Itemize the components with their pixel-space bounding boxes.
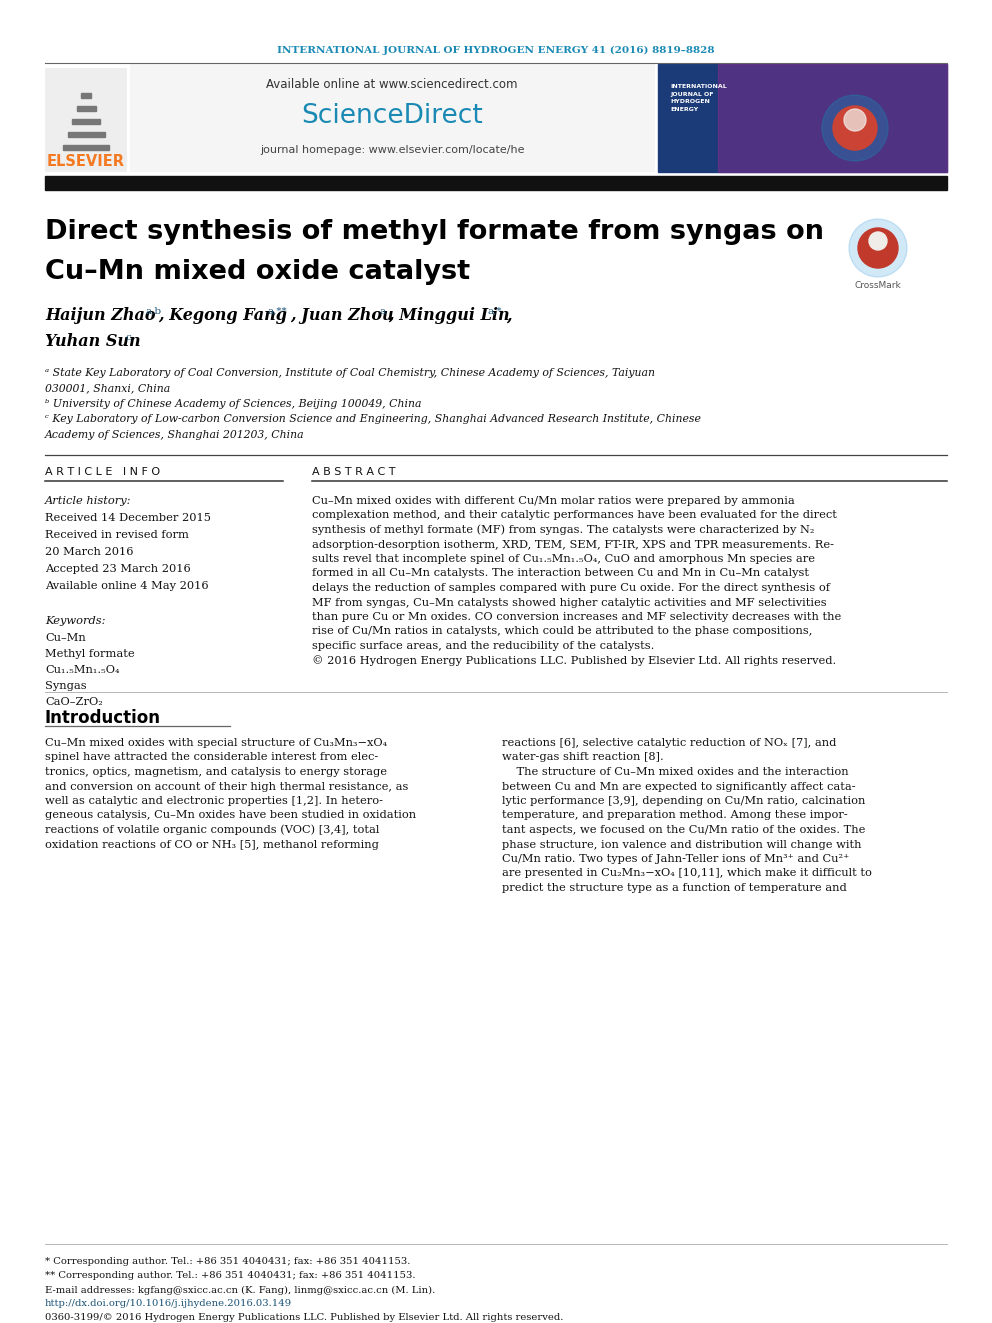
Text: CrossMark: CrossMark — [855, 280, 902, 290]
Text: , Juan Zhou: , Juan Zhou — [290, 307, 394, 324]
Text: 20 March 2016: 20 March 2016 — [45, 546, 134, 557]
Bar — [72, 119, 100, 124]
Text: Cu–Mn mixed oxides with special structure of Cu₃Mn₃−xO₄: Cu–Mn mixed oxides with special structur… — [45, 738, 387, 747]
Text: Syngas: Syngas — [45, 681, 86, 691]
Text: ScienceDirect: ScienceDirect — [302, 103, 483, 130]
Text: synthesis of methyl formate (MF) from syngas. The catalysts were characterized b: synthesis of methyl formate (MF) from sy… — [312, 525, 814, 536]
Text: Available online at www.sciencedirect.com: Available online at www.sciencedirect.co… — [266, 78, 518, 90]
Text: reactions of volatile organic compounds (VOC) [3,4], total: reactions of volatile organic compounds … — [45, 824, 379, 835]
Text: © 2016 Hydrogen Energy Publications LLC. Published by Elsevier Ltd. All rights r: © 2016 Hydrogen Energy Publications LLC.… — [312, 655, 836, 665]
Bar — [658, 64, 947, 172]
Text: between Cu and Mn are expected to significantly affect cata-: between Cu and Mn are expected to signif… — [502, 782, 856, 791]
Text: , Minggui Lin: , Minggui Lin — [388, 307, 510, 324]
Circle shape — [858, 228, 898, 269]
Circle shape — [833, 106, 877, 149]
Text: http://dx.doi.org/10.1016/j.ijhydene.2016.03.149: http://dx.doi.org/10.1016/j.ijhydene.201… — [45, 1299, 292, 1308]
Text: oxidation reactions of CO or NH₃ [5], methanol reforming: oxidation reactions of CO or NH₃ [5], me… — [45, 840, 379, 849]
Bar — [67, 132, 104, 138]
Text: 0360-3199/© 2016 Hydrogen Energy Publications LLC. Published by Elsevier Ltd. Al: 0360-3199/© 2016 Hydrogen Energy Publica… — [45, 1314, 563, 1323]
Text: ᶜ Key Laboratory of Low-carbon Conversion Science and Engineering, Shanghai Adva: ᶜ Key Laboratory of Low-carbon Conversio… — [45, 414, 701, 425]
Circle shape — [844, 108, 866, 131]
Bar — [130, 64, 655, 172]
Text: well as catalytic and electronic properties [1,2]. In hetero-: well as catalytic and electronic propert… — [45, 796, 383, 806]
Bar — [718, 64, 947, 172]
Text: ᵇ University of Chinese Academy of Sciences, Beijing 100049, China: ᵇ University of Chinese Academy of Scien… — [45, 400, 422, 409]
Text: INTERNATIONAL
JOURNAL OF
HYDROGEN
ENERGY: INTERNATIONAL JOURNAL OF HYDROGEN ENERGY — [670, 85, 727, 111]
Text: are presented in Cu₂Mn₃−xO₄ [10,11], which make it difficult to: are presented in Cu₂Mn₃−xO₄ [10,11], whi… — [502, 868, 872, 878]
Text: water-gas shift reaction [8].: water-gas shift reaction [8]. — [502, 753, 664, 762]
Text: tant aspects, we focused on the Cu/Mn ratio of the oxides. The: tant aspects, we focused on the Cu/Mn ra… — [502, 826, 865, 835]
Text: Cu₁.₅Mn₁.₅O₄: Cu₁.₅Mn₁.₅O₄ — [45, 665, 119, 675]
Bar — [81, 93, 91, 98]
Text: E-mail addresses: kgfang@sxicc.ac.cn (K. Fang), linmg@sxicc.ac.cn (M. Lin).: E-mail addresses: kgfang@sxicc.ac.cn (K.… — [45, 1286, 435, 1295]
Text: ELSEVIER: ELSEVIER — [47, 155, 125, 169]
Text: tronics, optics, magnetism, and catalysis to energy storage: tronics, optics, magnetism, and catalysi… — [45, 767, 387, 777]
Text: A R T I C L E   I N F O: A R T I C L E I N F O — [45, 467, 160, 478]
Text: Accepted 23 March 2016: Accepted 23 March 2016 — [45, 564, 190, 574]
Text: predict the structure type as a function of temperature and: predict the structure type as a function… — [502, 882, 847, 893]
Text: Direct synthesis of methyl formate from syngas on: Direct synthesis of methyl formate from … — [45, 220, 824, 245]
Text: ,: , — [506, 307, 512, 324]
Text: geneous catalysis, Cu–Mn oxides have been studied in oxidation: geneous catalysis, Cu–Mn oxides have bee… — [45, 811, 416, 820]
Text: delays the reduction of samples compared with pure Cu oxide. For the direct synt: delays the reduction of samples compared… — [312, 583, 830, 593]
Circle shape — [849, 220, 907, 277]
Text: CaO–ZrO₂: CaO–ZrO₂ — [45, 697, 103, 706]
Text: a: a — [379, 307, 385, 315]
Text: a,*: a,* — [488, 307, 503, 315]
Text: spinel have attracted the considerable interest from elec-: spinel have attracted the considerable i… — [45, 753, 378, 762]
Text: Introduction: Introduction — [45, 709, 161, 728]
Text: adsorption-desorption isotherm, XRD, TEM, SEM, FT-IR, XPS and TPR measurements. : adsorption-desorption isotherm, XRD, TEM… — [312, 540, 834, 549]
Text: Cu–Mn mixed oxides with different Cu/Mn molar ratios were prepared by ammonia: Cu–Mn mixed oxides with different Cu/Mn … — [312, 496, 795, 505]
Text: 030001, Shanxi, China: 030001, Shanxi, China — [45, 384, 171, 393]
Text: INTERNATIONAL JOURNAL OF HYDROGEN ENERGY 41 (2016) 8819–8828: INTERNATIONAL JOURNAL OF HYDROGEN ENERGY… — [277, 45, 715, 54]
Text: lytic performance [3,9], depending on Cu/Mn ratio, calcination: lytic performance [3,9], depending on Cu… — [502, 796, 865, 806]
Text: , Kegong Fang: , Kegong Fang — [158, 307, 287, 324]
Bar — [45, 67, 127, 172]
Text: Cu–Mn mixed oxide catalyst: Cu–Mn mixed oxide catalyst — [45, 259, 470, 284]
Text: than pure Cu or Mn oxides. CO conversion increases and MF selectivity decreases : than pure Cu or Mn oxides. CO conversion… — [312, 613, 841, 622]
Bar — [45, 176, 947, 191]
Text: a,**: a,** — [267, 307, 287, 315]
Text: complexation method, and their catalytic performances have been evaluated for th: complexation method, and their catalytic… — [312, 511, 837, 520]
Text: journal homepage: www.elsevier.com/locate/he: journal homepage: www.elsevier.com/locat… — [260, 146, 524, 155]
Text: Academy of Sciences, Shanghai 201203, China: Academy of Sciences, Shanghai 201203, Ch… — [45, 430, 305, 441]
Text: Received in revised form: Received in revised form — [45, 531, 188, 540]
Text: * Corresponding author. Tel.: +86 351 4040431; fax: +86 351 4041153.: * Corresponding author. Tel.: +86 351 40… — [45, 1257, 411, 1266]
Text: ** Corresponding author. Tel.: +86 351 4040431; fax: +86 351 4041153.: ** Corresponding author. Tel.: +86 351 4… — [45, 1271, 416, 1281]
Text: A B S T R A C T: A B S T R A C T — [312, 467, 396, 478]
Text: Available online 4 May 2016: Available online 4 May 2016 — [45, 581, 208, 591]
Text: Cu/Mn ratio. Two types of Jahn-Teller ions of Mn³⁺ and Cu²⁺: Cu/Mn ratio. Two types of Jahn-Teller io… — [502, 855, 849, 864]
Bar — [76, 106, 95, 111]
Circle shape — [869, 232, 887, 250]
Text: The structure of Cu–Mn mixed oxides and the interaction: The structure of Cu–Mn mixed oxides and … — [502, 767, 848, 777]
Text: Received 14 December 2015: Received 14 December 2015 — [45, 513, 211, 523]
Text: and conversion on account of their high thermal resistance, as: and conversion on account of their high … — [45, 782, 409, 791]
Text: rise of Cu/Mn ratios in catalysts, which could be attributed to the phase compos: rise of Cu/Mn ratios in catalysts, which… — [312, 627, 812, 636]
Text: Keywords:: Keywords: — [45, 617, 105, 626]
Text: ᵃ State Key Laboratory of Coal Conversion, Institute of Coal Chemistry, Chinese : ᵃ State Key Laboratory of Coal Conversio… — [45, 368, 655, 378]
Text: a,b: a,b — [146, 307, 162, 315]
Text: phase structure, ion valence and distribution will change with: phase structure, ion valence and distrib… — [502, 840, 861, 849]
Text: formed in all Cu–Mn catalysts. The interaction between Cu and Mn in Cu–Mn cataly: formed in all Cu–Mn catalysts. The inter… — [312, 569, 809, 578]
Text: c: c — [125, 332, 131, 341]
Text: Cu–Mn: Cu–Mn — [45, 632, 85, 643]
Text: reactions [6], selective catalytic reduction of NOₓ [7], and: reactions [6], selective catalytic reduc… — [502, 738, 836, 747]
Text: MF from syngas, Cu–Mn catalysts showed higher catalytic activities and MF select: MF from syngas, Cu–Mn catalysts showed h… — [312, 598, 826, 607]
Text: Haijun Zhao: Haijun Zhao — [45, 307, 156, 324]
Text: sults revel that incomplete spinel of Cu₁.₅Mn₁.₅O₄, CuO and amorphous Mn species: sults revel that incomplete spinel of Cu… — [312, 554, 815, 564]
Circle shape — [822, 95, 888, 161]
Text: temperature, and preparation method. Among these impor-: temperature, and preparation method. Amo… — [502, 811, 848, 820]
Bar — [63, 146, 109, 149]
Text: Methyl formate: Methyl formate — [45, 650, 135, 659]
Text: Article history:: Article history: — [45, 496, 132, 505]
Text: Yuhan Sun: Yuhan Sun — [45, 333, 141, 351]
Text: specific surface areas, and the reducibility of the catalysts.: specific surface areas, and the reducibi… — [312, 642, 655, 651]
